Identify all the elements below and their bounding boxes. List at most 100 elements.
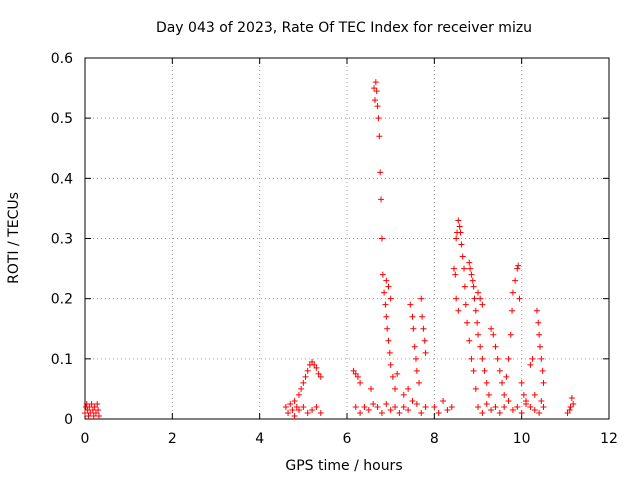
- data-point: [483, 400, 490, 407]
- data-point: [370, 400, 377, 407]
- data-point: [537, 343, 544, 350]
- data-point: [505, 355, 512, 362]
- data-point: [457, 229, 464, 236]
- data-point: [409, 313, 416, 320]
- y-tick-label: 0.3: [51, 232, 73, 248]
- data-point: [421, 337, 428, 344]
- data-point: [381, 289, 388, 296]
- data-point: [317, 409, 324, 416]
- data-point: [387, 361, 394, 368]
- data-point: [410, 325, 417, 332]
- data-point: [459, 253, 466, 260]
- data-point: [471, 295, 478, 302]
- data-point: [566, 406, 573, 413]
- data-point: [516, 295, 523, 302]
- data-point: [453, 235, 460, 242]
- data-point: [477, 343, 484, 350]
- data-point: [456, 223, 463, 230]
- data-point: [396, 409, 403, 416]
- data-point: [453, 295, 460, 302]
- data-point: [282, 403, 289, 410]
- data-point: [289, 406, 296, 413]
- data-point: [378, 196, 385, 203]
- x-tick-label: 8: [430, 431, 439, 447]
- data-point: [365, 406, 372, 413]
- data-point: [505, 397, 512, 404]
- data-point: [383, 313, 390, 320]
- data-point: [452, 271, 459, 278]
- data-point: [420, 325, 427, 332]
- data-point: [536, 409, 543, 416]
- data-point: [374, 403, 381, 410]
- data-point: [509, 289, 516, 296]
- data-point: [295, 406, 302, 413]
- data-point: [422, 349, 429, 356]
- data-point: [515, 262, 522, 269]
- data-point: [509, 307, 516, 314]
- data-point: [477, 295, 484, 302]
- data-point: [479, 355, 486, 362]
- data-point: [435, 409, 442, 416]
- data-point: [520, 391, 527, 398]
- data-point: [285, 409, 292, 416]
- data-point: [509, 406, 516, 413]
- data-point: [302, 373, 309, 380]
- data-point: [378, 409, 385, 416]
- data-point: [352, 403, 359, 410]
- data-point: [385, 337, 392, 344]
- data-point: [405, 406, 412, 413]
- data-point: [539, 367, 546, 374]
- data-point: [309, 406, 316, 413]
- chart-title: Day 043 of 2023, Rate Of TEC Index for r…: [156, 20, 532, 36]
- data-point: [387, 295, 394, 302]
- data-point: [389, 373, 396, 380]
- x-tick-label: 10: [513, 431, 531, 447]
- data-point: [379, 271, 386, 278]
- data-point: [481, 367, 488, 374]
- data-point: [376, 133, 383, 140]
- data-point: [431, 403, 438, 410]
- data-point: [479, 301, 486, 308]
- y-tick-label: 0.6: [51, 51, 73, 67]
- data-point: [382, 301, 389, 308]
- data-point: [409, 397, 416, 404]
- data-point: [392, 403, 399, 410]
- data-point: [315, 370, 322, 377]
- data-point: [300, 403, 307, 410]
- data-point: [413, 367, 420, 374]
- data-point: [94, 400, 101, 407]
- data-point: [490, 331, 497, 338]
- data-point: [357, 409, 364, 416]
- data-point: [448, 403, 455, 410]
- data-point: [88, 400, 95, 407]
- data-point: [527, 361, 534, 368]
- data-point: [470, 283, 477, 290]
- data-point: [304, 367, 311, 374]
- data-point: [440, 397, 447, 404]
- data-point: [512, 277, 519, 284]
- data-point: [384, 325, 391, 332]
- data-point: [501, 403, 508, 410]
- data-point: [466, 259, 473, 266]
- data-point: [411, 343, 418, 350]
- data-point: [536, 331, 543, 338]
- data-point: [461, 265, 468, 272]
- data-point: [400, 391, 407, 398]
- data-point: [295, 391, 302, 398]
- data-point: [568, 394, 575, 401]
- data-point: [464, 319, 471, 326]
- data-point: [531, 406, 538, 413]
- data-point: [450, 265, 457, 272]
- data-point: [540, 379, 547, 386]
- data-point: [405, 385, 412, 392]
- data-point: [86, 403, 93, 410]
- x-tick-label: 0: [81, 431, 90, 447]
- data-point: [386, 349, 393, 356]
- data-point: [300, 379, 307, 386]
- data-point: [538, 355, 545, 362]
- data-point: [529, 355, 536, 362]
- data-point: [89, 406, 96, 413]
- data-point: [352, 370, 359, 377]
- data-point: [475, 331, 481, 338]
- data-point: [368, 385, 375, 392]
